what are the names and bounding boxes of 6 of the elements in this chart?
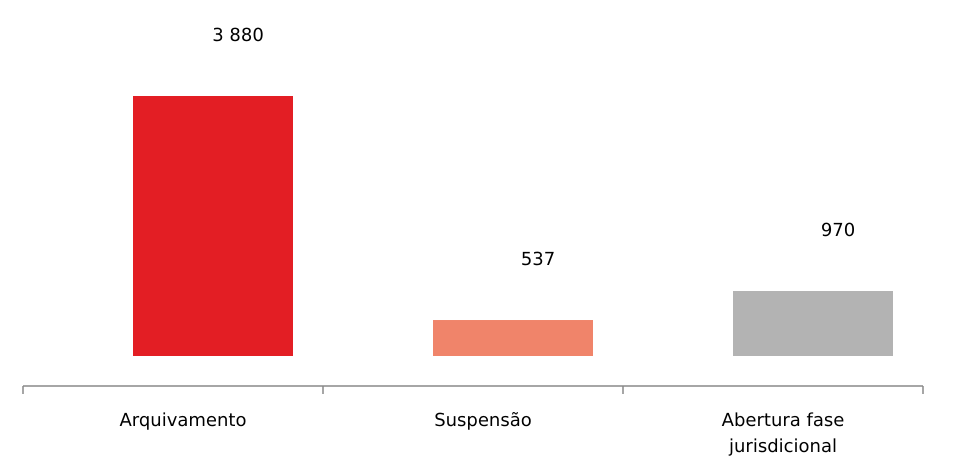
x-tick-label: Arquivamento	[119, 410, 247, 431]
data-label: 537	[520, 249, 556, 270]
x-tick-label: Suspensão	[434, 410, 532, 431]
data-label: 970	[820, 220, 856, 241]
x-tick-label: Abertura fase jurisdicional	[722, 410, 844, 457]
data-label: 3 880	[212, 25, 264, 46]
